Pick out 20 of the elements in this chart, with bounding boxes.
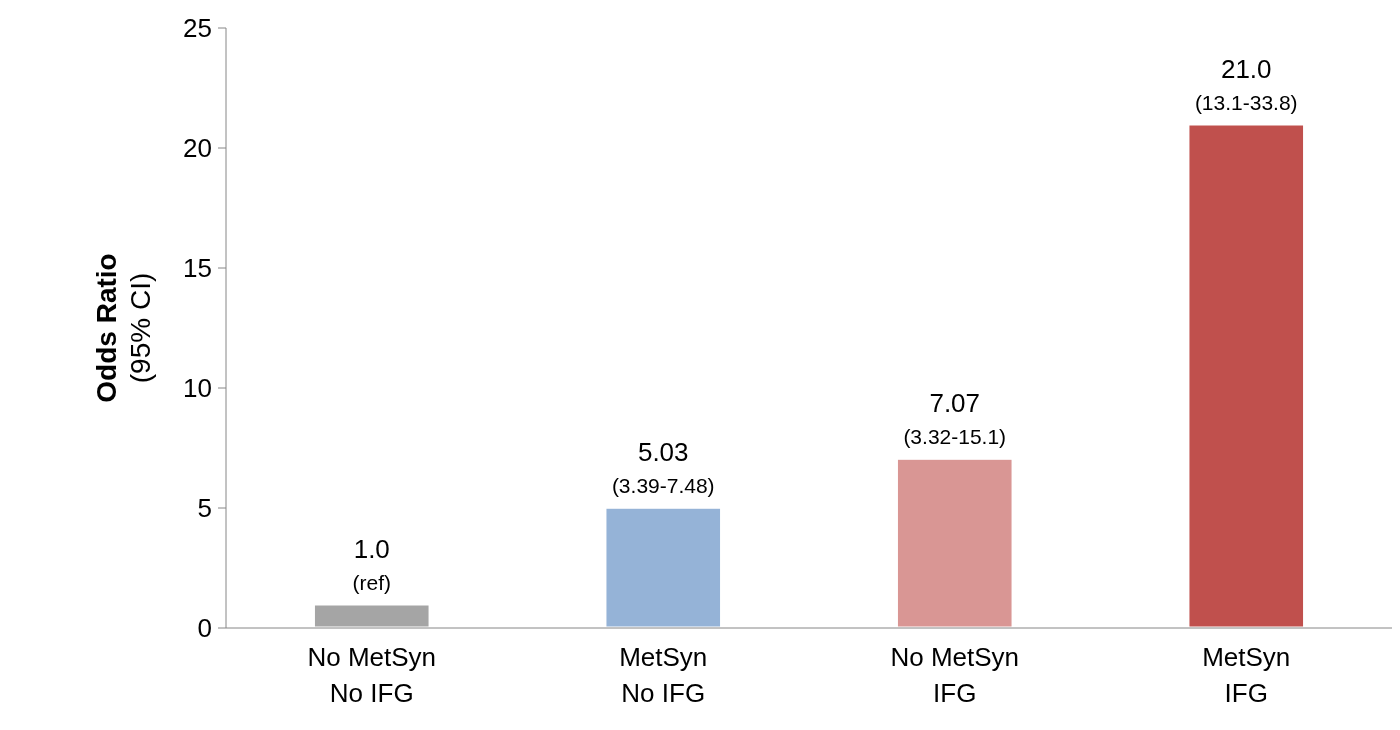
x-tick-label: MetSyn No IFG: [619, 642, 708, 708]
y-tick-label: 10: [183, 373, 212, 404]
y-tick-label: 25: [183, 13, 212, 44]
y-tick-label: 20: [183, 133, 212, 164]
bar: [1186, 122, 1307, 630]
annotation: (ref): [352, 571, 391, 594]
annotation: (13.1-33.8): [1194, 91, 1298, 114]
y-tick-label: 15: [183, 253, 212, 284]
y-tick-label: 0: [197, 613, 212, 644]
data-label: 1.0: [353, 534, 390, 564]
annotation: (3.39-7.48): [611, 474, 715, 498]
y-tick-label: 5: [197, 493, 212, 524]
x-tick-label: No MetSyn IFG: [890, 642, 1020, 708]
y-axis-title: Odds Ratio (95% CI): [91, 253, 156, 403]
data-label: 5.03: [637, 437, 689, 468]
x-tick-label: MetSyn IFG: [1202, 642, 1291, 708]
annotation: (3.32-15.1): [903, 425, 1007, 449]
x-tick-label: No MetSyn No IFG: [307, 642, 437, 708]
data-label: 21.0: [1220, 54, 1272, 84]
data-label: 7.07: [929, 388, 981, 419]
